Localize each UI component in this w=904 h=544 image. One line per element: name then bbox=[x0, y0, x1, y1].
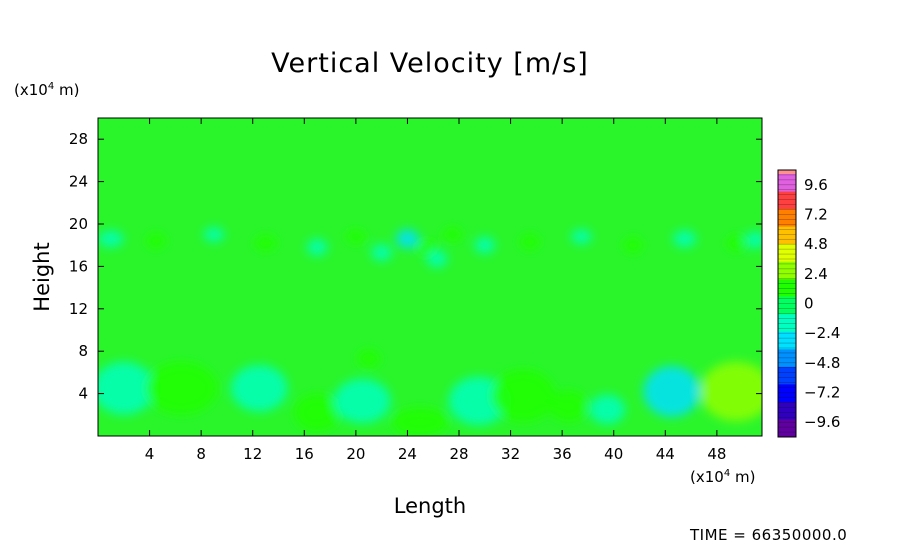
colorbar-swatch bbox=[778, 279, 796, 298]
velocity-cell bbox=[589, 394, 626, 425]
colorbar-tick-label: −9.6 bbox=[804, 413, 840, 431]
velocity-cell bbox=[98, 361, 155, 415]
colorbar-swatch bbox=[778, 174, 796, 193]
colorbar-tick-label: −7.2 bbox=[804, 384, 840, 402]
velocity-cell bbox=[306, 238, 328, 256]
colorbar-swatch bbox=[778, 244, 796, 263]
y-tick-label: 28 bbox=[69, 130, 88, 148]
y-axis-unit: (x104 m) bbox=[14, 81, 79, 99]
velocity-cell bbox=[203, 227, 225, 243]
velocity-cell bbox=[371, 244, 392, 262]
x-tick-label: 48 bbox=[707, 445, 726, 463]
velocity-cell bbox=[474, 236, 496, 254]
velocity-cell bbox=[622, 236, 644, 254]
y-tick-label: 4 bbox=[78, 385, 88, 403]
x-tick-label: 20 bbox=[346, 445, 365, 463]
y-axis: 4 8 12 16 20 24 28 bbox=[69, 130, 762, 403]
x-tick-label: 8 bbox=[196, 445, 206, 463]
x-axis-unit: (x104 m) bbox=[690, 468, 755, 486]
velocity-cell bbox=[745, 231, 762, 249]
velocity-cell bbox=[98, 230, 124, 248]
colorbar-tick-label: 9.6 bbox=[804, 176, 828, 194]
colorbar-swatch bbox=[778, 384, 796, 403]
time-readout: TIME = 66350000.0 bbox=[689, 526, 847, 544]
velocity-cell bbox=[333, 378, 391, 424]
y-tick-label: 24 bbox=[69, 173, 88, 191]
colorbar-frame bbox=[777, 169, 797, 438]
colorbar-swatch bbox=[778, 261, 796, 280]
velocity-cell bbox=[549, 390, 588, 423]
velocity-cell bbox=[519, 233, 541, 251]
y-tick-label: 20 bbox=[69, 215, 88, 233]
x-tick-label: 12 bbox=[243, 445, 262, 463]
velocity-cell bbox=[145, 361, 218, 415]
colorbar-tick-label: −2.4 bbox=[804, 324, 840, 342]
plot-frame bbox=[97, 117, 763, 437]
colorbar-tick-label: 7.2 bbox=[804, 206, 828, 224]
velocity-cell bbox=[293, 393, 341, 432]
velocity-cell bbox=[391, 407, 449, 436]
velocity-cell bbox=[700, 361, 762, 422]
y-tick-label: 16 bbox=[69, 257, 88, 275]
velocity-cell bbox=[673, 230, 697, 248]
time-value: 66350000.0 bbox=[752, 526, 848, 544]
x-tick-label: 16 bbox=[295, 445, 314, 463]
colorbar-tick-label: 2.4 bbox=[804, 265, 828, 283]
velocity-cell bbox=[643, 366, 701, 417]
colorbar-tick-label: −4.8 bbox=[804, 354, 840, 372]
velocity-cell bbox=[571, 229, 592, 245]
colorbar-swatch bbox=[778, 419, 796, 438]
x-axis-label: Length bbox=[394, 494, 466, 518]
velocity-field bbox=[98, 227, 762, 436]
colorbar-cap bbox=[778, 170, 796, 174]
colorbar-swatch bbox=[778, 296, 796, 315]
x-tick-label: 4 bbox=[145, 445, 155, 463]
velocity-cell bbox=[725, 234, 747, 252]
x-tick-label: 32 bbox=[501, 445, 520, 463]
chart-title: Vertical Velocity [m/s] bbox=[271, 48, 589, 79]
colorbar-tick-label: 0 bbox=[804, 295, 814, 313]
velocity-cell bbox=[145, 232, 167, 250]
colorbar-tick-label: 4.8 bbox=[804, 235, 828, 253]
x-tick-label: 28 bbox=[449, 445, 468, 463]
velocity-cell bbox=[230, 364, 288, 412]
colorbar-swatch bbox=[778, 349, 796, 368]
colorbar-swatch bbox=[778, 209, 796, 228]
velocity-cell bbox=[395, 229, 420, 249]
colorbar: 9.6 7.2 4.8 2.4 0 −2.4 −4.8 −7.2 −9.6 bbox=[777, 169, 840, 438]
velocity-cell bbox=[357, 349, 381, 369]
time-label: TIME = bbox=[689, 526, 746, 544]
y-tick-label: 12 bbox=[69, 300, 88, 318]
colorbar-swatch bbox=[778, 226, 796, 245]
x-tick-label: 44 bbox=[656, 445, 675, 463]
y-tick-label: 8 bbox=[78, 342, 88, 360]
colorbar-swatch bbox=[778, 366, 796, 385]
velocity-cell bbox=[491, 369, 556, 423]
x-tick-label: 24 bbox=[398, 445, 417, 463]
velocity-cell bbox=[254, 234, 278, 252]
velocity-cell bbox=[442, 227, 463, 243]
velocity-cell bbox=[345, 229, 367, 245]
x-tick-label: 36 bbox=[553, 445, 572, 463]
colorbar-swatch bbox=[778, 401, 796, 420]
colorbar-swatch bbox=[778, 191, 796, 210]
x-tick-label: 40 bbox=[604, 445, 623, 463]
y-axis-label: Height bbox=[30, 242, 54, 311]
colorbar-swatch bbox=[778, 331, 796, 350]
velocity-cell bbox=[426, 250, 448, 268]
x-axis: 4 8 12 16 20 24 28 32 36 40 44 48 bbox=[145, 118, 726, 463]
